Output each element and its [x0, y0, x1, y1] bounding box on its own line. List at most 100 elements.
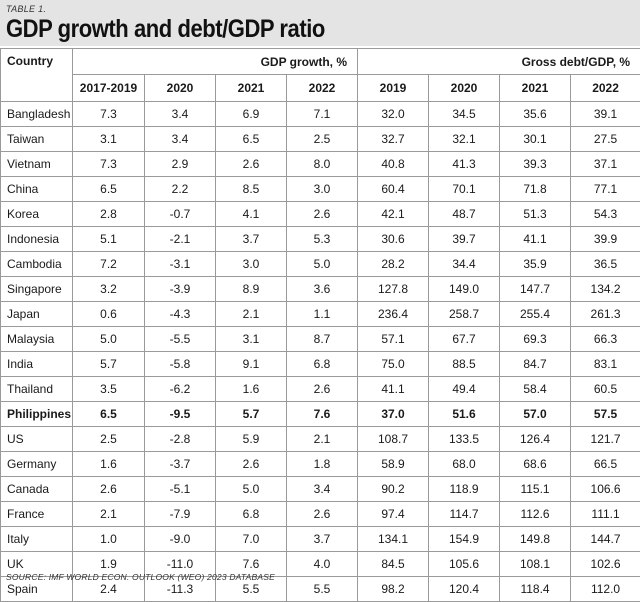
gross-debt-cell: 133.5	[429, 427, 500, 452]
gdp-growth-cell: 6.5	[216, 127, 287, 152]
gdp-growth-cell: -3.9	[145, 277, 216, 302]
gross-debt-cell: 149.8	[500, 527, 571, 552]
gross-debt-cell: 90.2	[358, 477, 429, 502]
country-cell: China	[1, 177, 73, 202]
debt-year-header: 2022	[571, 75, 640, 102]
country-cell: Taiwan	[1, 127, 73, 152]
gdp-growth-cell: 3.2	[73, 277, 145, 302]
gross-debt-cell: 36.5	[571, 252, 640, 277]
gdp-growth-cell: 5.0	[287, 252, 358, 277]
gdp-growth-cell: 2.2	[145, 177, 216, 202]
gdp-growth-cell: 5.3	[287, 227, 358, 252]
gross-debt-cell: 75.0	[358, 352, 429, 377]
gross-debt-cell: 121.7	[571, 427, 640, 452]
gross-debt-cell: 112.6	[500, 502, 571, 527]
gdp-growth-cell: -9.0	[145, 527, 216, 552]
gdp-growth-cell: 3.7	[287, 527, 358, 552]
gdp-growth-cell: 5.5	[287, 577, 358, 602]
debt-year-header: 2019	[358, 75, 429, 102]
gdp-growth-cell: -0.7	[145, 202, 216, 227]
gdp-year-header: 2021	[216, 75, 287, 102]
gross-debt-cell: 149.0	[429, 277, 500, 302]
gross-debt-cell: 154.9	[429, 527, 500, 552]
gdp-growth-cell: 3.1	[73, 127, 145, 152]
gross-debt-cell: 108.1	[500, 552, 571, 577]
gdp-growth-cell: 2.5	[287, 127, 358, 152]
gdp-growth-cell: 4.1	[216, 202, 287, 227]
gross-debt-cell: 48.7	[429, 202, 500, 227]
gross-debt-cell: 37.1	[571, 152, 640, 177]
gdp-growth-cell: 7.0	[216, 527, 287, 552]
gdp-growth-cell: 3.5	[73, 377, 145, 402]
gross-debt-cell: 34.5	[429, 102, 500, 127]
gdp-year-header: 2017-2019	[73, 75, 145, 102]
gdp-growth-cell: 2.6	[287, 202, 358, 227]
gross-debt-cell: 66.5	[571, 452, 640, 477]
gdp-growth-cell: 5.7	[73, 352, 145, 377]
gross-debt-cell: 105.6	[429, 552, 500, 577]
country-cell: Cambodia	[1, 252, 73, 277]
gdp-year-header: 2022	[287, 75, 358, 102]
gdp-growth-header: GDP growth, %	[73, 49, 358, 75]
gdp-growth-cell: 6.9	[216, 102, 287, 127]
gdp-growth-cell: 2.1	[216, 302, 287, 327]
page-title: GDP growth and debt/GDP ratio	[6, 15, 325, 44]
gross-debt-cell: 77.1	[571, 177, 640, 202]
gdp-growth-cell: 2.1	[287, 427, 358, 452]
gdp-growth-cell: 1.1	[287, 302, 358, 327]
gross-debt-cell: 40.8	[358, 152, 429, 177]
header-row-years: 2017-2019 2020 2021 2022 2019 2020 2021 …	[1, 75, 640, 102]
gross-debt-cell: 39.9	[571, 227, 640, 252]
gross-debt-cell: 115.1	[500, 477, 571, 502]
gdp-growth-cell: 3.7	[216, 227, 287, 252]
gdp-growth-cell: 1.6	[216, 377, 287, 402]
gross-debt-cell: 51.3	[500, 202, 571, 227]
gdp-growth-cell: -9.5	[145, 402, 216, 427]
gross-debt-cell: 68.6	[500, 452, 571, 477]
gross-debt-cell: 70.1	[429, 177, 500, 202]
gross-debt-cell: 30.6	[358, 227, 429, 252]
gdp-growth-cell: -7.9	[145, 502, 216, 527]
gross-debt-cell: 112.0	[571, 577, 640, 602]
gross-debt-cell: 41.1	[500, 227, 571, 252]
gdp-growth-cell: 5.0	[216, 477, 287, 502]
gross-debt-cell: 42.1	[358, 202, 429, 227]
gross-debt-cell: 58.4	[500, 377, 571, 402]
gross-debt-cell: 106.6	[571, 477, 640, 502]
gross-debt-cell: 98.2	[358, 577, 429, 602]
country-header: Country	[1, 49, 73, 102]
gross-debt-cell: 118.4	[500, 577, 571, 602]
gdp-growth-cell: 7.6	[287, 402, 358, 427]
gdp-growth-cell: -5.8	[145, 352, 216, 377]
gross-debt-cell: 41.1	[358, 377, 429, 402]
gross-debt-cell: 32.0	[358, 102, 429, 127]
gdp-growth-cell: 2.6	[216, 452, 287, 477]
gross-debt-cell: 111.1	[571, 502, 640, 527]
gdp-growth-cell: 5.7	[216, 402, 287, 427]
gdp-growth-cell: 2.6	[287, 502, 358, 527]
gross-debt-cell: 71.8	[500, 177, 571, 202]
gross-debt-cell: 97.4	[358, 502, 429, 527]
gross-debt-cell: 32.7	[358, 127, 429, 152]
gross-debt-cell: 102.6	[571, 552, 640, 577]
gross-debt-cell: 32.1	[429, 127, 500, 152]
gdp-growth-cell: -5.5	[145, 327, 216, 352]
gross-debt-cell: 49.4	[429, 377, 500, 402]
gross-debt-cell: 28.2	[358, 252, 429, 277]
country-cell: Japan	[1, 302, 73, 327]
gross-debt-cell: 66.3	[571, 327, 640, 352]
gdp-growth-cell: 3.0	[287, 177, 358, 202]
gdp-growth-cell: 2.6	[287, 377, 358, 402]
table-label: TABLE 1.	[6, 4, 46, 14]
gross-debt-cell: 120.4	[429, 577, 500, 602]
gdp-growth-cell: 2.8	[73, 202, 145, 227]
gross-debt-cell: 35.6	[500, 102, 571, 127]
gross-debt-header: Gross debt/GDP, %	[358, 49, 640, 75]
